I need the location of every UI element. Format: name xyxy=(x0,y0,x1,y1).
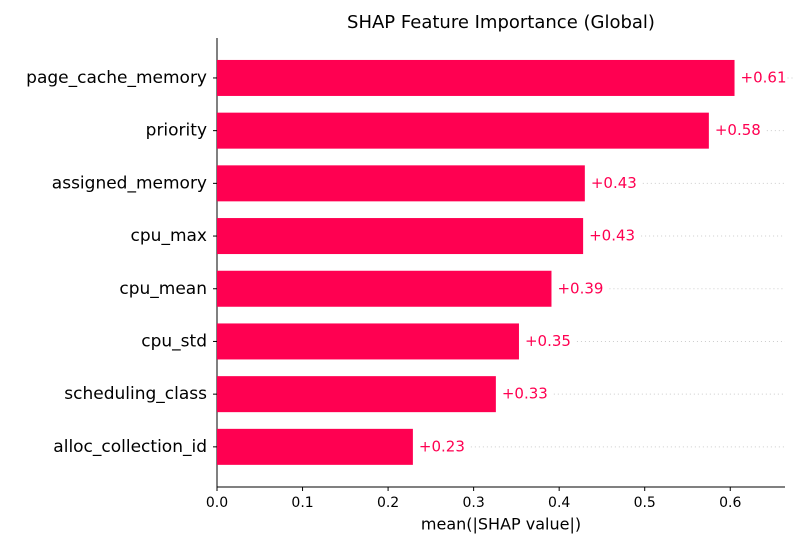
value-label: +0.43 xyxy=(591,174,637,192)
bar xyxy=(217,323,519,360)
x-tick-label: 0.2 xyxy=(377,495,399,511)
value-label: +0.39 xyxy=(557,279,603,297)
x-tick-label: 0.6 xyxy=(719,495,741,511)
value-label: +0.58 xyxy=(715,121,761,139)
value-label: +0.61 xyxy=(741,68,787,86)
bar xyxy=(217,59,735,96)
bar xyxy=(217,112,709,149)
x-tick-label: 0.3 xyxy=(462,495,484,511)
x-tick-label: 0.0 xyxy=(206,495,228,511)
x-tick-label: 0.4 xyxy=(548,495,570,511)
value-label: +0.23 xyxy=(419,437,465,455)
x-tick-label: 0.1 xyxy=(291,495,313,511)
bar xyxy=(217,270,552,307)
x-axis-label: mean(|SHAP value|) xyxy=(421,515,581,534)
y-tick-label: page_cache_memory xyxy=(26,68,207,88)
y-tick-label: assigned_memory xyxy=(52,173,207,193)
y-tick-label: scheduling_class xyxy=(64,384,207,404)
y-tick-label: cpu_mean xyxy=(119,279,207,299)
y-tick-label: alloc_collection_id xyxy=(53,437,207,457)
value-label: +0.35 xyxy=(525,332,571,350)
x-tick-label: 0.5 xyxy=(634,495,656,511)
y-tick-label: cpu_std xyxy=(141,331,207,351)
bar xyxy=(217,376,496,413)
value-label: +0.33 xyxy=(502,385,548,403)
y-tick-label: cpu_max xyxy=(131,226,207,246)
y-tick-label: priority xyxy=(146,121,207,141)
bar xyxy=(217,165,585,202)
bar xyxy=(217,218,584,255)
chart-title: SHAP Feature Importance (Global) xyxy=(347,12,655,33)
bar xyxy=(217,428,413,465)
value-label: +0.43 xyxy=(589,227,635,245)
